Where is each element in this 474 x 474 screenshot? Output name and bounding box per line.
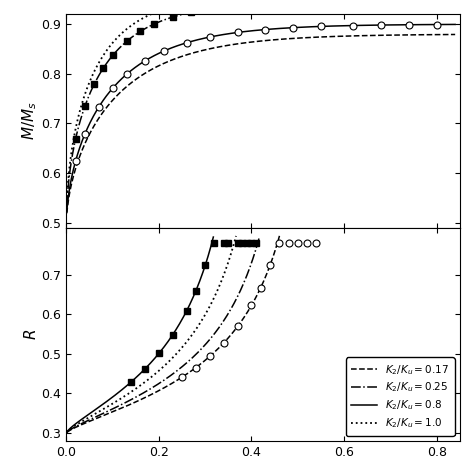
Legend: $K_2/K_u = 0.17$, $K_2/K_u = 0.25$, $K_2/K_u = 0.8$, $K_2/K_u = 1.0$: $K_2/K_u = 0.17$, $K_2/K_u = 0.25$, $K_2… bbox=[346, 357, 455, 436]
Y-axis label: $R$: $R$ bbox=[23, 328, 39, 340]
Y-axis label: $M/M_s$: $M/M_s$ bbox=[20, 101, 39, 140]
